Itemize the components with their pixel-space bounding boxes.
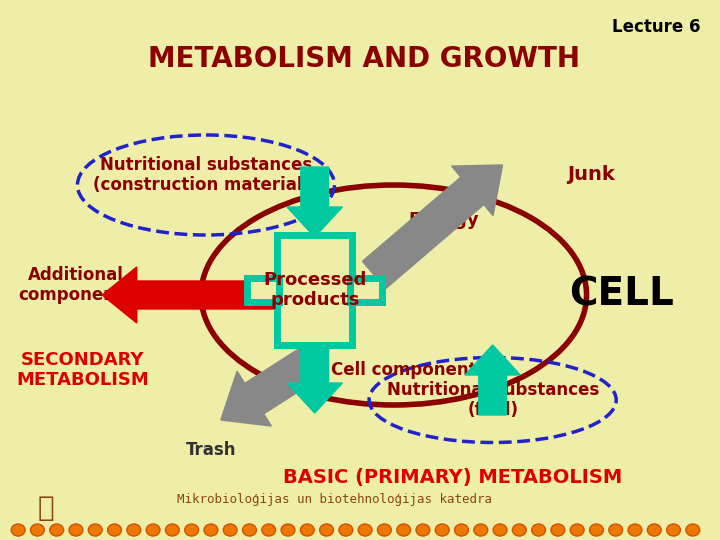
Bar: [277, 235, 352, 345]
Polygon shape: [465, 345, 521, 415]
Ellipse shape: [570, 524, 584, 536]
Ellipse shape: [377, 524, 391, 536]
Text: METABOLISM AND GROWTH: METABOLISM AND GROWTH: [148, 45, 580, 73]
Ellipse shape: [647, 524, 661, 536]
Ellipse shape: [667, 524, 680, 536]
Text: 🔬: 🔬: [37, 494, 54, 522]
Text: Trash: Trash: [186, 441, 236, 459]
Ellipse shape: [204, 524, 218, 536]
Ellipse shape: [166, 524, 179, 536]
Ellipse shape: [127, 524, 140, 536]
Ellipse shape: [358, 524, 372, 536]
Ellipse shape: [416, 524, 430, 536]
Ellipse shape: [493, 524, 507, 536]
Ellipse shape: [107, 524, 122, 536]
Text: Energy: Energy: [408, 211, 479, 229]
Polygon shape: [102, 267, 275, 323]
Ellipse shape: [262, 524, 276, 536]
Polygon shape: [287, 167, 343, 237]
Ellipse shape: [436, 524, 449, 536]
Text: Cell components: Cell components: [331, 361, 486, 379]
Text: Additional
components: Additional components: [18, 266, 133, 305]
Text: CELL: CELL: [569, 276, 674, 314]
Ellipse shape: [474, 524, 487, 536]
Ellipse shape: [513, 524, 526, 536]
Ellipse shape: [609, 524, 623, 536]
Ellipse shape: [30, 524, 45, 536]
Ellipse shape: [454, 524, 469, 536]
Ellipse shape: [300, 524, 314, 536]
Ellipse shape: [551, 524, 564, 536]
Ellipse shape: [223, 524, 237, 536]
Ellipse shape: [89, 524, 102, 536]
Ellipse shape: [397, 524, 410, 536]
Ellipse shape: [146, 524, 160, 536]
Polygon shape: [362, 165, 503, 289]
Text: Processed
products: Processed products: [263, 271, 366, 309]
Ellipse shape: [69, 524, 83, 536]
Text: Mikrobioloģijas un biotehnoloģijas katedra: Mikrobioloģijas un biotehnoloģijas kated…: [177, 494, 492, 507]
Polygon shape: [221, 345, 324, 426]
Ellipse shape: [281, 524, 295, 536]
Text: Lecture 6: Lecture 6: [612, 18, 701, 36]
Ellipse shape: [590, 524, 603, 536]
Ellipse shape: [50, 524, 63, 536]
Ellipse shape: [243, 524, 256, 536]
Ellipse shape: [12, 524, 25, 536]
Polygon shape: [287, 343, 343, 413]
Text: Nutritional substances
(construction materials): Nutritional substances (construction mat…: [93, 156, 320, 194]
Ellipse shape: [686, 524, 700, 536]
Text: Nutritional substances
(fuel): Nutritional substances (fuel): [387, 381, 599, 420]
Text: Junk: Junk: [567, 165, 616, 185]
Bar: [248, 278, 279, 302]
Ellipse shape: [185, 524, 199, 536]
Ellipse shape: [320, 524, 333, 536]
Ellipse shape: [339, 524, 353, 536]
Ellipse shape: [628, 524, 642, 536]
Bar: [351, 278, 382, 302]
Text: SECONDARY
METABOLISM: SECONDARY METABOLISM: [16, 350, 149, 389]
Text: BASIC (PRIMARY) METABOLISM: BASIC (PRIMARY) METABOLISM: [284, 469, 623, 488]
Bar: [277, 235, 352, 345]
Ellipse shape: [531, 524, 546, 536]
